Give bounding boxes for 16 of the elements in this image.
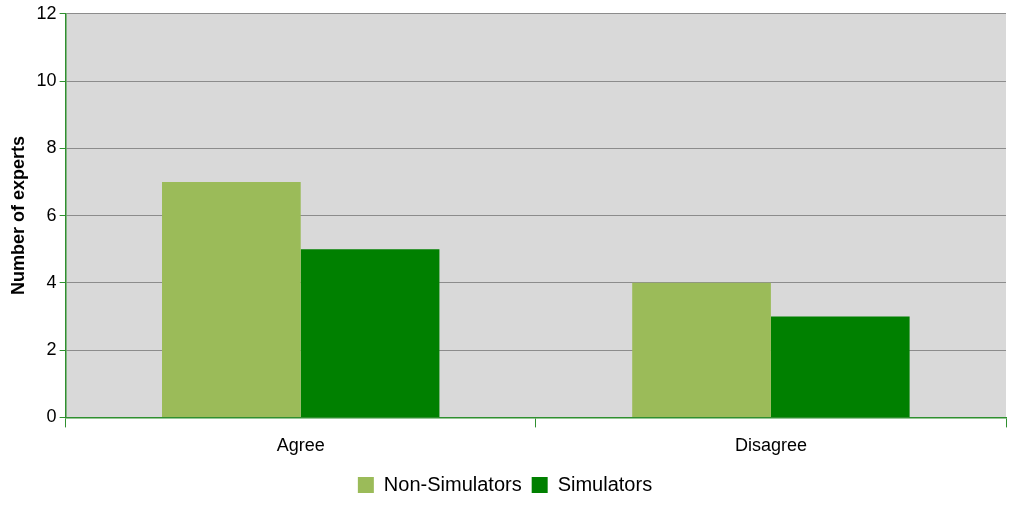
legend-label: Simulators: [557, 472, 653, 495]
y-tick-label: 6: [46, 204, 57, 225]
x-tick-label: Agree: [276, 435, 325, 456]
bar: [770, 316, 910, 417]
bar: [300, 249, 440, 417]
x-tick-label: Disagree: [734, 435, 807, 456]
y-tick-label: 12: [36, 2, 57, 23]
y-tick-label: 0: [46, 406, 57, 427]
y-tick-label: 8: [46, 137, 57, 158]
y-axis-title: Number of experts: [7, 136, 28, 296]
bar: [162, 181, 301, 417]
y-tick-label: 2: [46, 339, 57, 360]
y-tick-label: 10: [36, 70, 57, 91]
legend-label: Non-Simulators: [383, 472, 522, 495]
y-tick-label: 4: [46, 271, 57, 292]
bar: [632, 282, 771, 417]
